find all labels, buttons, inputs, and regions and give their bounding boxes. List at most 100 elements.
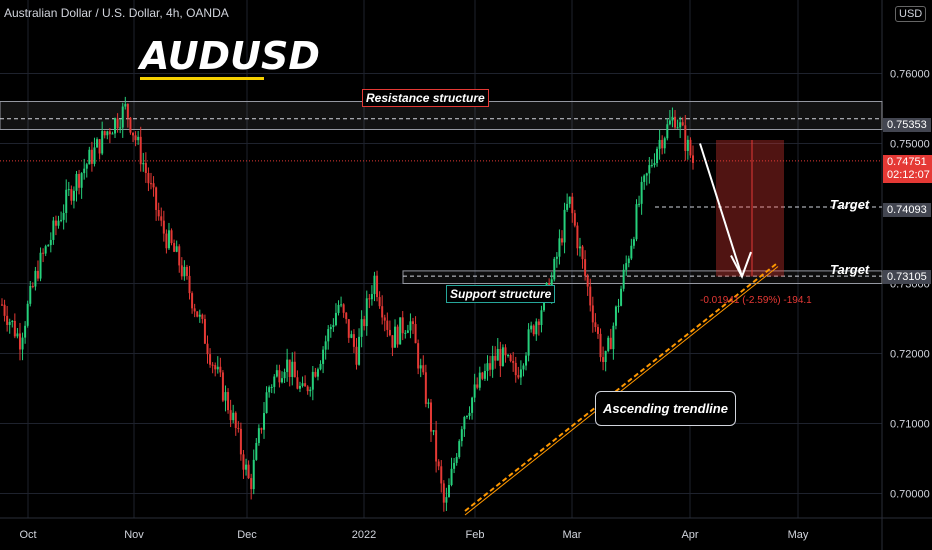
candle-body bbox=[440, 466, 443, 484]
candle-body bbox=[250, 478, 253, 490]
candle-body bbox=[630, 245, 633, 259]
candle-body bbox=[674, 116, 677, 128]
candle-body bbox=[334, 312, 337, 326]
candle-body bbox=[31, 285, 34, 287]
candle-body bbox=[13, 320, 16, 337]
target-label-1: Target bbox=[830, 197, 870, 212]
candle-body bbox=[114, 118, 117, 134]
candle-body bbox=[255, 442, 258, 460]
candle-body bbox=[160, 216, 163, 221]
y-tick-label: 0.71000 bbox=[890, 419, 930, 431]
candle-body bbox=[591, 305, 594, 323]
candle-body bbox=[686, 139, 689, 151]
candle-body bbox=[676, 127, 679, 129]
candle-body bbox=[227, 392, 230, 411]
candle-body bbox=[481, 372, 484, 379]
candle-body bbox=[342, 304, 345, 313]
candle-body bbox=[183, 266, 186, 277]
candle-body bbox=[340, 304, 343, 306]
price-tag-current: 0.74751 02:12:07 bbox=[883, 155, 932, 183]
candle-body bbox=[119, 127, 122, 129]
candle-body bbox=[468, 412, 471, 416]
candle-body bbox=[8, 321, 11, 325]
candle-body bbox=[54, 220, 57, 226]
candle-body bbox=[157, 209, 160, 217]
candle-body bbox=[394, 326, 397, 348]
candle-body bbox=[309, 389, 312, 392]
candle-body bbox=[376, 275, 379, 298]
candle-body bbox=[396, 326, 399, 345]
candle-body bbox=[648, 165, 651, 174]
candle-body bbox=[196, 311, 199, 317]
x-tick-label: Nov bbox=[124, 529, 144, 541]
candle-body bbox=[275, 370, 278, 377]
candle-body bbox=[463, 417, 466, 430]
candle-body bbox=[345, 312, 348, 320]
candle-body bbox=[78, 173, 81, 188]
candle-body bbox=[522, 365, 525, 370]
candle-body bbox=[147, 173, 150, 184]
candle-body bbox=[124, 104, 127, 107]
candle-body bbox=[90, 149, 93, 164]
candle-body bbox=[483, 370, 486, 379]
candle-body bbox=[85, 164, 88, 169]
candle-body bbox=[232, 412, 235, 421]
currency-button[interactable]: USD bbox=[895, 6, 927, 22]
candle-body bbox=[491, 355, 494, 370]
candle-body bbox=[65, 189, 68, 213]
candle-body bbox=[422, 365, 425, 373]
trendline-label: Ascending trendline bbox=[595, 391, 736, 426]
ascending-trendline bbox=[464, 261, 779, 512]
candle-body bbox=[239, 428, 242, 455]
candle-body bbox=[692, 155, 694, 163]
candle-body bbox=[476, 384, 479, 388]
support-zone bbox=[402, 270, 883, 284]
candle-body bbox=[132, 132, 135, 136]
candle-body bbox=[26, 303, 29, 326]
candle-body bbox=[219, 366, 222, 373]
candle-body bbox=[473, 384, 476, 398]
candle-body bbox=[301, 383, 304, 386]
candle-body bbox=[602, 357, 605, 362]
candle-body bbox=[263, 413, 266, 430]
candle-body bbox=[319, 363, 322, 370]
candle-body bbox=[689, 139, 692, 156]
candle-body bbox=[39, 252, 42, 279]
candle-body bbox=[581, 246, 584, 260]
candle-body bbox=[381, 306, 384, 318]
candle-body bbox=[273, 376, 276, 387]
candle-body bbox=[519, 369, 522, 378]
candle-body bbox=[442, 483, 445, 503]
candle-body bbox=[21, 337, 24, 350]
candle-body bbox=[632, 239, 635, 246]
candle-body bbox=[216, 366, 219, 370]
candle-body bbox=[638, 203, 641, 205]
candle-body bbox=[465, 415, 468, 418]
candle-body bbox=[242, 454, 245, 470]
candle-body bbox=[432, 430, 435, 432]
candle-body bbox=[16, 333, 19, 337]
candle-body bbox=[589, 286, 592, 306]
candle-body bbox=[681, 122, 684, 126]
candle-body bbox=[571, 196, 574, 214]
candle-body bbox=[363, 319, 366, 327]
candle-body bbox=[80, 173, 83, 188]
x-tick-label: Feb bbox=[466, 529, 485, 541]
candle-body bbox=[134, 135, 137, 141]
candle-body bbox=[566, 203, 569, 210]
candle-body bbox=[34, 270, 37, 287]
candle-body bbox=[93, 147, 96, 164]
candle-body bbox=[625, 263, 628, 270]
candle-body bbox=[18, 333, 21, 350]
candle-body bbox=[280, 378, 283, 383]
candle-body bbox=[391, 335, 394, 348]
candle-body bbox=[162, 220, 165, 234]
candle-body bbox=[291, 361, 294, 377]
resistance-label: Resistance structure bbox=[362, 89, 489, 107]
candle-body bbox=[424, 372, 427, 404]
x-tick-label: Dec bbox=[237, 529, 257, 541]
candle-body bbox=[270, 386, 273, 388]
candle-body bbox=[532, 325, 535, 335]
candle-body bbox=[234, 412, 237, 428]
